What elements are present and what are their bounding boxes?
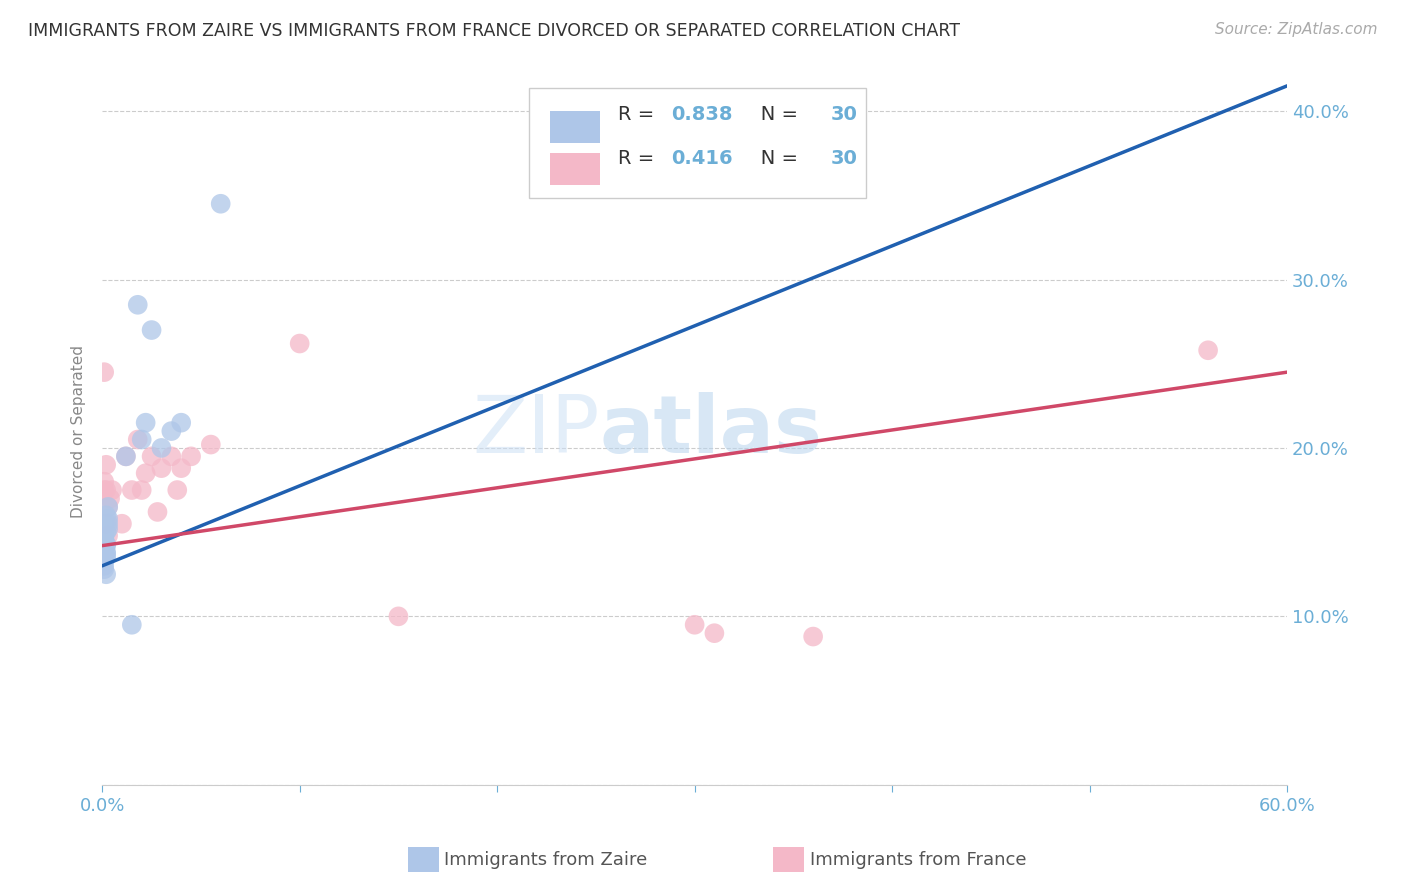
- Point: [115, 450, 138, 464]
- Point: [97, 500, 120, 514]
- Text: Immigrants from Zaire: Immigrants from Zaire: [444, 851, 648, 869]
- Point: [146, 505, 169, 519]
- Point: [93, 558, 115, 573]
- Point: [93, 528, 115, 542]
- Point: [127, 433, 149, 447]
- Point: [141, 450, 163, 464]
- Point: [96, 508, 118, 523]
- Point: [200, 437, 222, 451]
- Point: [93, 475, 115, 489]
- Point: [170, 461, 193, 475]
- Point: [96, 483, 118, 497]
- Text: IMMIGRANTS FROM ZAIRE VS IMMIGRANTS FROM FRANCE DIVORCED OR SEPARATED CORRELATIO: IMMIGRANTS FROM ZAIRE VS IMMIGRANTS FROM…: [28, 22, 960, 40]
- Point: [131, 483, 153, 497]
- Point: [180, 450, 202, 464]
- Point: [801, 630, 824, 644]
- Point: [131, 433, 153, 447]
- Point: [1197, 343, 1219, 358]
- Point: [170, 416, 193, 430]
- Point: [121, 617, 143, 632]
- Text: Source: ZipAtlas.com: Source: ZipAtlas.com: [1215, 22, 1378, 37]
- Point: [127, 298, 149, 312]
- Point: [97, 500, 120, 514]
- Point: [703, 626, 725, 640]
- Point: [93, 516, 115, 531]
- Point: [93, 533, 115, 548]
- Point: [93, 554, 115, 568]
- FancyBboxPatch shape: [550, 153, 600, 185]
- Text: R =: R =: [617, 105, 661, 124]
- Point: [111, 516, 134, 531]
- Point: [121, 483, 143, 497]
- Point: [96, 547, 118, 561]
- Point: [96, 516, 118, 531]
- Point: [93, 483, 115, 497]
- Point: [96, 458, 118, 472]
- Point: [97, 516, 120, 531]
- Point: [97, 511, 120, 525]
- Point: [96, 550, 118, 565]
- Point: [135, 416, 157, 430]
- Point: [115, 450, 138, 464]
- Point: [288, 336, 311, 351]
- Text: R =: R =: [617, 149, 661, 169]
- Point: [150, 461, 173, 475]
- Point: [166, 483, 188, 497]
- Point: [97, 522, 120, 536]
- FancyBboxPatch shape: [550, 111, 600, 143]
- Text: Immigrants from France: Immigrants from France: [810, 851, 1026, 869]
- Point: [141, 323, 163, 337]
- FancyBboxPatch shape: [529, 88, 866, 198]
- Point: [93, 365, 115, 379]
- Point: [96, 537, 118, 551]
- Point: [160, 424, 183, 438]
- Point: [683, 617, 706, 632]
- Point: [387, 609, 409, 624]
- Point: [93, 528, 115, 542]
- Text: N =: N =: [742, 105, 804, 124]
- Point: [93, 541, 115, 556]
- Text: N =: N =: [742, 149, 804, 169]
- Text: 0.416: 0.416: [671, 149, 733, 169]
- Point: [93, 562, 115, 576]
- Point: [135, 466, 157, 480]
- Y-axis label: Divorced or Separated: Divorced or Separated: [72, 344, 86, 517]
- Point: [98, 491, 121, 506]
- Point: [209, 196, 232, 211]
- Point: [96, 545, 118, 559]
- Point: [150, 441, 173, 455]
- Point: [96, 525, 118, 540]
- Text: 0.838: 0.838: [671, 105, 733, 124]
- Point: [101, 483, 124, 497]
- Text: atlas: atlas: [600, 392, 823, 470]
- Text: 30: 30: [831, 149, 858, 169]
- Point: [160, 450, 183, 464]
- Point: [96, 567, 118, 582]
- Text: ZIP: ZIP: [472, 392, 600, 470]
- Point: [96, 539, 118, 553]
- Point: [97, 528, 120, 542]
- Text: 30: 30: [831, 105, 858, 124]
